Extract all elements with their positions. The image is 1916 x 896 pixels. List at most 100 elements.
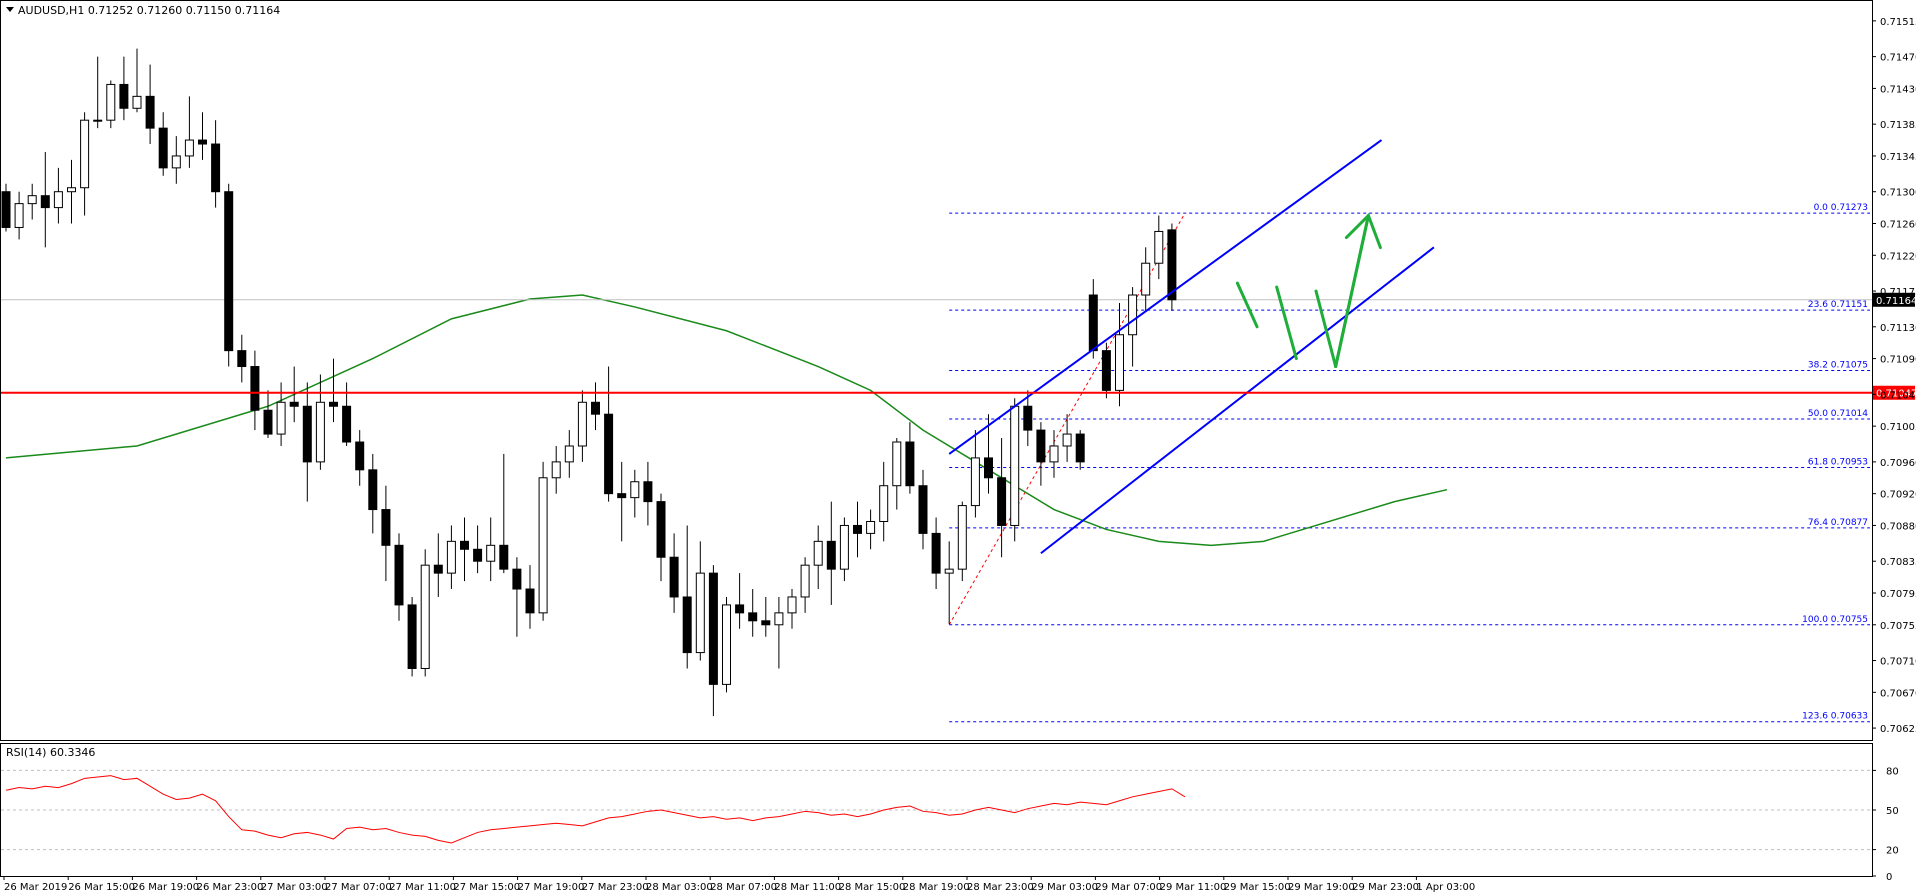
time-tick-label: 28 Mar 07:00 bbox=[710, 882, 777, 893]
price-tick-label: 0.71515 bbox=[1880, 17, 1916, 28]
time-tick-label: 29 Mar 11:00 bbox=[1160, 882, 1227, 893]
candle bbox=[538, 461, 548, 621]
time-tick-label: 26 Mar 15:00 bbox=[68, 882, 135, 893]
time-tick-label: 28 Mar 23:00 bbox=[967, 882, 1034, 893]
candle bbox=[787, 589, 797, 629]
candle-body-bull bbox=[630, 481, 640, 499]
fibonacci-retracement[interactable]: 0.0 0.71273 23.6 0.71151 38.2 0.71075 50.0 … bbox=[948, 203, 1870, 723]
price-tick-label: 0.70625 bbox=[1880, 724, 1916, 735]
channel-lines[interactable] bbox=[948, 139, 1435, 555]
candle bbox=[997, 438, 1007, 558]
candle bbox=[14, 191, 24, 240]
candle-body-bear bbox=[368, 469, 378, 511]
time-tick-label: 29 Mar 07:00 bbox=[1095, 882, 1162, 893]
candle-body-bear bbox=[355, 441, 365, 471]
candle-body-bear bbox=[512, 568, 522, 590]
candle bbox=[250, 350, 260, 431]
candle bbox=[892, 438, 902, 510]
candle bbox=[1115, 302, 1124, 407]
time-tick-label: 27 Mar 11:00 bbox=[389, 882, 456, 893]
fib-level-label: 38.2 0.71075 bbox=[1808, 361, 1868, 371]
moving-average bbox=[1, 294, 1872, 547]
candle-body-bear bbox=[329, 401, 338, 407]
candle-body-bear bbox=[40, 195, 50, 209]
candle-body-bull bbox=[1049, 445, 1059, 463]
price-tick-label: 0.70835 bbox=[1880, 557, 1916, 568]
candle bbox=[708, 565, 718, 717]
candle-body-bull bbox=[551, 461, 561, 479]
candle bbox=[1062, 414, 1072, 462]
candle-body-bear bbox=[1, 191, 11, 228]
candle bbox=[420, 549, 430, 677]
price-tick-label: 0.71345 bbox=[1880, 152, 1916, 163]
candle bbox=[1049, 430, 1059, 478]
candle-body-bear bbox=[1036, 429, 1046, 463]
symbol-header: AUDUSD,H1 0.71252 0.71260 0.71150 0.7116… bbox=[18, 4, 280, 17]
support-line[interactable]: 0.71047 0.71164 bbox=[1, 292, 1916, 400]
price-tick-label: 0.71260 bbox=[1880, 219, 1916, 230]
projection-segment bbox=[1235, 281, 1259, 329]
candle-body-bear bbox=[381, 509, 391, 546]
candle-body-bear bbox=[525, 588, 535, 614]
price-tick-label: 0.70795 bbox=[1880, 589, 1916, 600]
support-price-label: 0.71047 bbox=[1876, 389, 1916, 400]
candle bbox=[1154, 215, 1164, 280]
price-tick-label: 0.71385 bbox=[1880, 120, 1916, 131]
candle bbox=[591, 382, 600, 431]
candle-body-bull bbox=[184, 139, 194, 157]
candle bbox=[1010, 398, 1020, 542]
time-tick-label: 29 Mar 03:00 bbox=[1031, 882, 1098, 893]
candle bbox=[1, 183, 11, 232]
candle-body-bull bbox=[486, 544, 496, 562]
candle bbox=[866, 509, 876, 550]
projection-arrowhead bbox=[1344, 212, 1382, 250]
fib-level-label: 123.6 0.70633 bbox=[1802, 712, 1868, 722]
candle bbox=[918, 469, 928, 550]
candle bbox=[93, 56, 103, 129]
time-tick-label: 27 Mar 19:00 bbox=[518, 882, 585, 893]
candle bbox=[67, 159, 76, 224]
time-tick-label: 26 Mar 23:00 bbox=[197, 882, 264, 893]
candle bbox=[944, 541, 954, 624]
candle-body-bull bbox=[944, 568, 954, 574]
candle bbox=[368, 453, 378, 534]
candle bbox=[158, 112, 168, 176]
fib-level-label: 0.0 0.71273 bbox=[1814, 203, 1868, 213]
candle-body-bear bbox=[158, 127, 168, 169]
candle-body-bull bbox=[1154, 230, 1164, 264]
dropdown-triangle-icon[interactable] bbox=[6, 7, 14, 12]
projection-segment bbox=[1334, 214, 1370, 369]
channel-line bbox=[1040, 246, 1435, 555]
candle bbox=[1023, 390, 1033, 446]
candle bbox=[499, 453, 509, 574]
time-tick-label: 28 Mar 03:00 bbox=[646, 882, 713, 893]
candle-body-bear bbox=[853, 524, 862, 534]
candle-body-bear bbox=[407, 604, 417, 669]
candle-body-bear bbox=[433, 564, 443, 574]
candle-body-bull bbox=[538, 477, 548, 614]
candle-body-bull bbox=[695, 572, 705, 654]
candle bbox=[905, 422, 915, 494]
candle bbox=[460, 517, 469, 582]
candle-body-bull bbox=[171, 155, 181, 169]
fib-level-label: 23.6 0.71151 bbox=[1808, 300, 1868, 310]
channel-line bbox=[948, 139, 1383, 455]
candle bbox=[879, 461, 889, 542]
candle bbox=[761, 596, 771, 637]
projection-arrow[interactable] bbox=[1235, 212, 1382, 369]
price-tick-label: 0.71045 bbox=[1880, 390, 1916, 401]
candle bbox=[224, 183, 234, 367]
time-tick-label: 28 Mar 19:00 bbox=[903, 882, 970, 893]
time-tick-label: 27 Mar 03:00 bbox=[261, 882, 328, 893]
candle bbox=[826, 501, 836, 605]
rsi-line bbox=[5, 775, 1186, 844]
time-tick-label: 1 Apr 03:00 bbox=[1416, 882, 1475, 893]
candle bbox=[774, 596, 784, 669]
candle-body-bull bbox=[787, 596, 797, 614]
